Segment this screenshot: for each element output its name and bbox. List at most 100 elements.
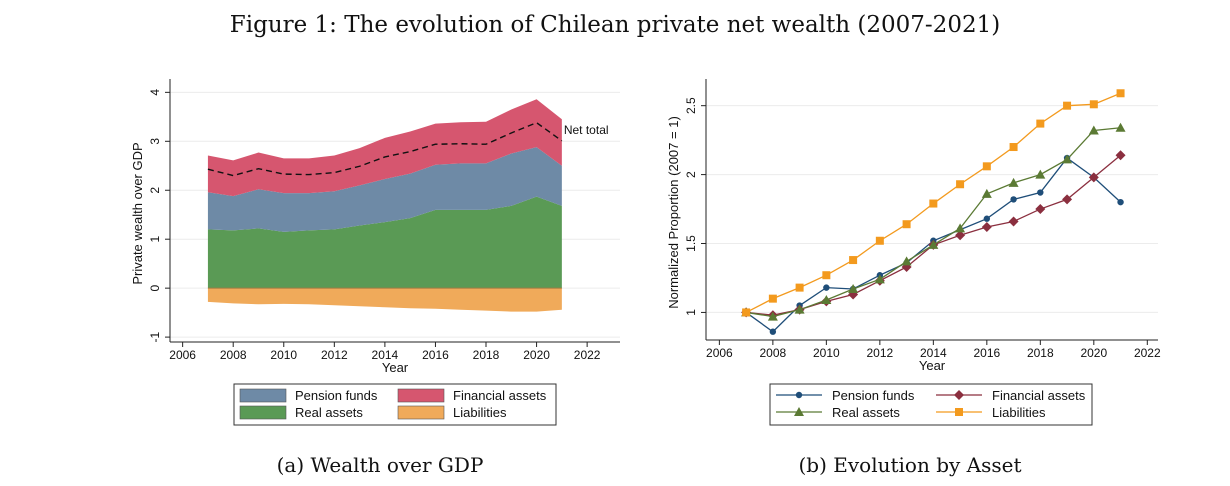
x-tick-label: 2018 bbox=[473, 348, 500, 362]
x-tick-label: 2022 bbox=[1134, 346, 1161, 360]
area-real-assets bbox=[207, 196, 562, 289]
legend-label: Financial assets bbox=[992, 388, 1086, 403]
x-tick-label: 2020 bbox=[1080, 346, 1107, 360]
data-point bbox=[902, 220, 911, 229]
legend-panel-a: Pension funds Financial assets Real assets… bbox=[233, 383, 557, 426]
data-point bbox=[1010, 196, 1017, 203]
area-liabilities bbox=[207, 288, 562, 312]
legend-box bbox=[233, 383, 557, 426]
data-point bbox=[955, 230, 966, 241]
data-point bbox=[795, 391, 803, 399]
x-tick-label: 2012 bbox=[866, 346, 893, 360]
data-point bbox=[954, 390, 964, 400]
net-total-label: Net total bbox=[564, 123, 609, 137]
data-point bbox=[1063, 101, 1072, 110]
y-tick-label: 2 bbox=[148, 187, 162, 194]
y-tick-label: -1 bbox=[148, 331, 162, 342]
x-tick-label: 2016 bbox=[422, 348, 449, 362]
y-tick-label: 2.5 bbox=[684, 97, 698, 114]
x-tick-label: 2018 bbox=[1027, 346, 1054, 360]
panel-a-wealth-over-gdp: -1 0 1 2 3 4 2006 2008 2010 2012 2014 2016 2018 2020 2… bbox=[130, 79, 620, 426]
data-point bbox=[901, 256, 912, 266]
data-point bbox=[875, 236, 884, 245]
data-point bbox=[822, 271, 831, 280]
data-point bbox=[768, 294, 777, 303]
panel-b-evolution-by-asset: 1 1.5 2 2.5 2006 2008 2010 2012 2014 2016 2018 2020… bbox=[666, 79, 1161, 426]
data-point bbox=[956, 180, 965, 189]
data-point bbox=[982, 162, 991, 171]
legend-label: Liabilities bbox=[992, 405, 1046, 420]
data-point bbox=[1088, 172, 1099, 183]
legend-label: Real assets bbox=[295, 405, 363, 420]
data-point bbox=[769, 328, 777, 335]
data-point bbox=[1035, 204, 1046, 215]
data-point bbox=[1117, 198, 1124, 206]
data-point bbox=[1089, 100, 1098, 109]
data-point bbox=[1062, 154, 1073, 164]
y-tick-label: 4 bbox=[148, 89, 162, 96]
series-financial-assets bbox=[741, 150, 1126, 321]
x-tick-label: 2008 bbox=[760, 346, 787, 360]
x-tick-label: 2014 bbox=[372, 348, 399, 362]
data-point bbox=[955, 408, 963, 416]
legend-box bbox=[769, 383, 1093, 426]
net-total-line bbox=[207, 121, 563, 177]
caption-panel-a: (a) Wealth over GDP bbox=[276, 453, 484, 477]
x-tick-label: 2020 bbox=[523, 348, 550, 362]
y-tick-label: 1 bbox=[148, 236, 162, 243]
legend-label: Financial assets bbox=[453, 388, 547, 403]
x-tick-label: 2008 bbox=[220, 348, 247, 362]
legend-swatch bbox=[397, 405, 445, 420]
series-real-assets bbox=[741, 122, 1126, 321]
legend-label: Pension funds bbox=[295, 388, 378, 403]
x-axis-title: Year bbox=[919, 358, 946, 373]
data-point bbox=[981, 221, 992, 232]
data-point bbox=[1037, 189, 1044, 196]
data-point bbox=[767, 311, 778, 321]
legend-swatch bbox=[239, 388, 287, 403]
data-point bbox=[794, 407, 804, 416]
legend-panel-b: Pension funds Financial assets Real assets… bbox=[769, 383, 1093, 426]
data-point bbox=[821, 295, 832, 305]
x-tick-label: 2022 bbox=[574, 348, 601, 362]
series-liabilities bbox=[742, 89, 1125, 317]
data-point bbox=[874, 274, 885, 284]
data-point bbox=[1036, 119, 1045, 128]
area-financial-assets bbox=[207, 99, 562, 197]
data-point bbox=[929, 199, 938, 208]
data-point bbox=[1035, 169, 1046, 179]
legend-label: Real assets bbox=[832, 405, 900, 420]
y-axis-title: Private wealth over GDP bbox=[130, 142, 145, 284]
y-tick-label: 2 bbox=[684, 171, 698, 178]
x-tick-label: 2012 bbox=[321, 348, 348, 362]
data-point bbox=[1009, 143, 1018, 152]
data-point bbox=[742, 308, 751, 317]
figure-title: Figure 1: The evolution of Chilean priva… bbox=[229, 12, 1001, 38]
area-pension-funds bbox=[207, 147, 562, 232]
data-point bbox=[1116, 89, 1125, 98]
x-axis-title: Year bbox=[382, 360, 409, 375]
legend-label: Pension funds bbox=[832, 388, 915, 403]
x-tick-label: 2006 bbox=[169, 348, 196, 362]
x-tick-label: 2010 bbox=[813, 346, 840, 360]
data-point bbox=[1062, 194, 1073, 205]
y-tick-label: 1 bbox=[684, 309, 698, 316]
x-tick-label: 2016 bbox=[973, 346, 1000, 360]
x-tick-label: 2010 bbox=[270, 348, 297, 362]
data-point bbox=[1115, 122, 1126, 132]
data-point bbox=[823, 284, 830, 291]
data-point bbox=[1008, 177, 1019, 187]
x-tick-label: 2006 bbox=[706, 346, 733, 360]
data-point bbox=[981, 188, 992, 198]
data-point bbox=[848, 284, 859, 293]
data-point bbox=[794, 304, 805, 314]
data-point bbox=[1088, 125, 1099, 135]
data-point bbox=[983, 215, 991, 222]
legend-swatch bbox=[397, 388, 445, 403]
x-tick-label: 2014 bbox=[920, 346, 947, 360]
legend-swatch bbox=[239, 405, 287, 420]
data-point bbox=[955, 223, 966, 233]
y-tick-label: 0 bbox=[148, 284, 162, 291]
y-tick-label: 3 bbox=[148, 138, 162, 145]
legend-label: Liabilities bbox=[453, 405, 507, 420]
